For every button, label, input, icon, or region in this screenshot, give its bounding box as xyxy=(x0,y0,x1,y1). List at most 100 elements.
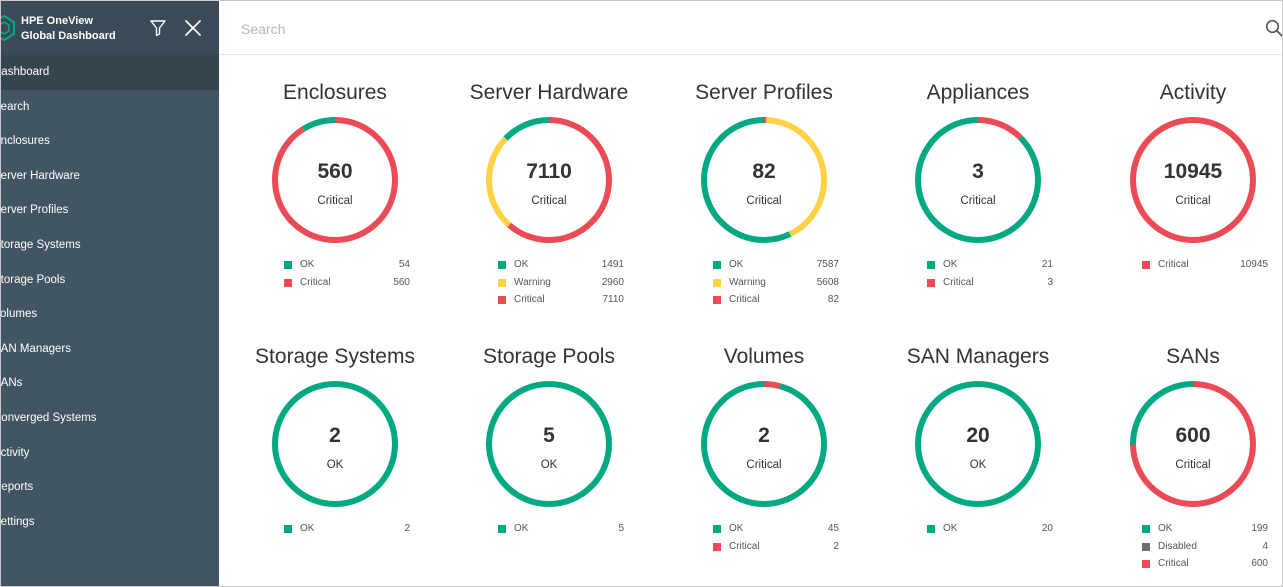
tile-count: 7110 xyxy=(526,160,572,183)
legend-count: 7587 xyxy=(816,259,839,270)
legend-row-warning[interactable]: Warning 5608 xyxy=(713,275,839,293)
legend-count: 7110 xyxy=(602,294,624,305)
legend-swatch xyxy=(1142,542,1150,551)
legend-label: Critical xyxy=(943,276,974,288)
tile-enclosures[interactable]: Enclosures 560 Critical OK 54 Critical 560 xyxy=(228,81,442,331)
tile-activity[interactable]: Activity 10945 Critical Critical 10945 xyxy=(1086,81,1282,331)
legend-row-warning[interactable]: Warning 2960 xyxy=(498,275,624,293)
search-icon[interactable] xyxy=(1265,19,1283,37)
legend-count: 5 xyxy=(618,523,624,534)
legend-row-critical[interactable]: Critical 600 xyxy=(1142,556,1268,574)
legend-swatch xyxy=(1142,261,1150,269)
legend-row-critical[interactable]: Critical 3 xyxy=(927,275,1053,293)
donut-segment-ok xyxy=(701,117,827,243)
legend-row-ok[interactable]: OK 1491 xyxy=(498,257,624,275)
tile-legend: OK 54 Critical 560 xyxy=(284,257,410,292)
legend-swatch xyxy=(927,525,935,533)
legend-count: 2960 xyxy=(601,276,624,288)
tile-status: OK xyxy=(540,459,558,471)
legend-label: Critical xyxy=(729,294,760,305)
tile-title: Server Hardware xyxy=(469,81,629,104)
legend-label: Critical xyxy=(300,276,331,288)
sidebar-item-server-profiles[interactable]: Server Profiles xyxy=(1,204,69,217)
legend-count: 1491 xyxy=(601,259,624,270)
legend-row-critical[interactable]: Critical 560 xyxy=(284,275,410,293)
donut-segment-ok xyxy=(915,117,1041,243)
legend-row-disabled[interactable]: Disabled 4 xyxy=(1142,539,1268,557)
tile-status: Critical xyxy=(1175,195,1211,207)
sidebar-item-volumes[interactable]: Volumes xyxy=(1,308,38,321)
search-input[interactable] xyxy=(241,15,1221,43)
sidebar-item-enclosures[interactable]: Enclosures xyxy=(1,135,50,148)
tile-count: 82 xyxy=(752,160,776,183)
tile-count: 5 xyxy=(543,424,555,447)
legend-row-critical[interactable]: Critical 82 xyxy=(713,292,839,310)
app-title-line1: HPE OneView xyxy=(21,15,93,27)
legend-row-ok[interactable]: OK 2 xyxy=(284,521,410,539)
legend-row-ok[interactable]: OK 45 xyxy=(713,521,839,539)
legend-swatch xyxy=(927,261,935,269)
donut-segment-ok xyxy=(272,381,398,507)
legend-count: 199 xyxy=(1251,523,1268,534)
legend-row-ok[interactable]: OK 20 xyxy=(927,521,1053,539)
legend-swatch xyxy=(713,542,721,551)
legend-label: OK xyxy=(729,259,744,270)
sidebar-header: HPE OneView Global Dashboard xyxy=(1,1,219,55)
legend-swatch xyxy=(284,261,292,269)
legend-row-ok[interactable]: OK 54 xyxy=(284,257,410,275)
tile-appliances[interactable]: Appliances 3 Critical OK 21 Critical 3 xyxy=(871,81,1085,331)
legend-row-critical[interactable]: Critical 7110 xyxy=(498,292,624,310)
sidebar-item-activity[interactable]: Activity xyxy=(1,446,30,459)
sidebar-item-san-managers[interactable]: SAN Managers xyxy=(1,342,71,355)
legend-row-critical[interactable]: Critical 10945 xyxy=(1142,257,1268,275)
tile-legend: OK 7587 Warning 5608 Critical 82 xyxy=(713,257,839,310)
tile-server-hardware[interactable]: Server Hardware 7110 Critical OK 1491 Warning… xyxy=(442,81,656,331)
sidebar-item-storage-pools[interactable]: Storage Pools xyxy=(1,273,66,286)
tile-title: Appliances xyxy=(926,81,1030,104)
sidebar-item-reports[interactable]: Reports xyxy=(1,481,34,494)
tile-sans[interactable]: SANs 600 Critical OK 199 Disabled 4 Critical 600 xyxy=(1086,345,1282,586)
sidebar-item-dashboard[interactable]: Dashboard xyxy=(1,55,219,90)
status-donut xyxy=(1130,381,1256,507)
tile-legend: OK 5 xyxy=(498,521,624,539)
tile-storage-systems[interactable]: Storage Systems 2 OK OK 2 xyxy=(228,345,442,586)
search-bar xyxy=(219,1,1283,55)
legend-row-ok[interactable]: OK 21 xyxy=(927,257,1053,275)
tile-server-profiles[interactable]: Server Profiles 82 Critical OK 7587 Warning 56… xyxy=(657,81,871,331)
filter-icon[interactable] xyxy=(148,18,168,38)
status-donut xyxy=(486,381,612,507)
legend-swatch xyxy=(713,278,721,287)
status-donut xyxy=(272,381,398,507)
status-donut xyxy=(1130,117,1256,243)
sidebar-item-sans[interactable]: SANs xyxy=(1,377,23,390)
tile-count: 3 xyxy=(972,160,984,183)
tile-count: 560 xyxy=(317,160,353,183)
legend-count: 54 xyxy=(398,259,410,270)
legend-row-critical[interactable]: Critical 2 xyxy=(713,539,839,557)
sidebar-item-settings[interactable]: Settings xyxy=(1,515,35,528)
legend-swatch xyxy=(713,525,721,533)
legend-swatch xyxy=(713,261,721,269)
sidebar-item-storage-systems[interactable]: Storage Systems xyxy=(1,238,81,251)
sidebar-item-converged-systems[interactable]: Converged Systems xyxy=(1,411,97,424)
tile-title: Enclosures xyxy=(283,81,387,104)
legend-label: OK xyxy=(729,523,744,534)
tile-volumes[interactable]: Volumes 2 Critical OK 45 Critical 2 xyxy=(657,345,871,586)
sidebar-item-server-hardware[interactable]: Server Hardware xyxy=(1,169,80,182)
status-donut xyxy=(272,117,398,243)
legend-label: Critical xyxy=(514,294,545,305)
legend-row-ok[interactable]: OK 7587 xyxy=(713,257,839,275)
tile-count: 10945 xyxy=(1163,160,1223,183)
close-icon[interactable] xyxy=(183,18,203,38)
donut-segment-warning xyxy=(486,117,612,243)
legend-label: Warning xyxy=(514,276,551,288)
legend-row-ok[interactable]: OK 199 xyxy=(1142,521,1268,539)
legend-label: Critical xyxy=(1158,558,1189,569)
legend-row-ok[interactable]: OK 5 xyxy=(498,521,624,539)
tile-count: 20 xyxy=(966,424,990,447)
tile-san-managers[interactable]: SAN Managers 20 OK OK 20 xyxy=(871,345,1085,586)
legend-count: 2 xyxy=(833,540,839,552)
legend-label: OK xyxy=(514,259,529,270)
tile-storage-pools[interactable]: Storage Pools 5 OK OK 5 xyxy=(442,345,656,586)
sidebar-item-search[interactable]: Search xyxy=(1,100,30,113)
